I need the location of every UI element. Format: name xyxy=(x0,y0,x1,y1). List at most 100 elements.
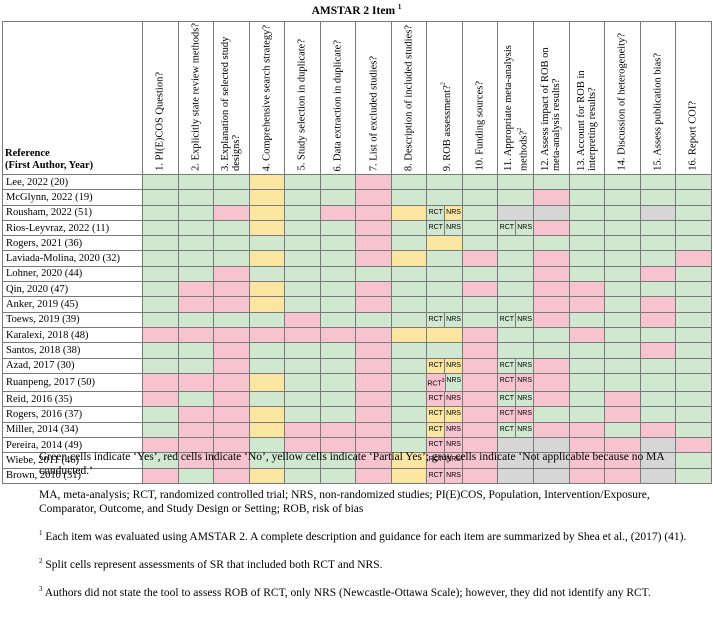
split-rating-rct: RCT xyxy=(498,422,516,438)
rating-cell xyxy=(675,437,712,454)
split-rating-label: RCT xyxy=(428,471,443,479)
rating-cell xyxy=(177,421,215,439)
rating-cell xyxy=(142,342,179,359)
table-row: Wiebe, 2011 (46) RCT NRS xyxy=(2,452,712,469)
split-rating-rct: RCT xyxy=(427,205,445,220)
column-header-label: 7. List of excluded studies? xyxy=(368,56,379,171)
table-body: Lee, 2022 (20) McGlynn, 2022 (19) Rousham,… xyxy=(2,173,712,484)
rating-cell xyxy=(142,173,179,191)
rating-cell xyxy=(177,357,215,374)
split-rating-cell: RCT NRS xyxy=(497,372,535,393)
footnote1-mark: 1 xyxy=(39,529,43,537)
split-rating: RCT NRS xyxy=(427,205,462,220)
split-rating-cell: RCT NRS xyxy=(426,452,463,469)
rating-cell xyxy=(213,189,250,206)
split-rating-rct: RCT xyxy=(427,407,445,422)
rating-cell xyxy=(461,204,499,221)
rating-cell xyxy=(142,296,179,313)
rating-cell xyxy=(284,391,321,408)
rating-cell xyxy=(604,265,641,283)
split-rating-cell: RCT NRS xyxy=(426,421,463,439)
rating-cell xyxy=(390,311,428,328)
rating-cell xyxy=(248,342,286,359)
rating-cell xyxy=(142,219,179,237)
split-rating-label: RCT xyxy=(428,315,443,323)
rating-cell xyxy=(568,406,606,423)
rating-cell xyxy=(604,296,641,313)
rating-cell xyxy=(461,265,499,283)
rating-cell xyxy=(639,421,677,439)
rating-cell xyxy=(213,357,250,374)
rating-cell xyxy=(248,406,286,423)
split-rating-cell: RCT NRS xyxy=(497,219,535,237)
column-header-text: 8. Description of included studies? xyxy=(403,24,415,171)
rating-cell xyxy=(639,326,677,344)
rating-cell xyxy=(390,265,428,283)
rating-cell xyxy=(390,235,428,252)
rating-cell xyxy=(461,326,499,344)
rating-cell xyxy=(533,173,570,191)
rating-cell xyxy=(213,235,250,252)
split-rating-label: RCT xyxy=(428,456,443,464)
rating-cell xyxy=(639,406,677,423)
rating-cell xyxy=(604,311,641,328)
rating-cell xyxy=(639,342,677,359)
rating-cell xyxy=(213,406,250,423)
rating-cell xyxy=(213,219,250,237)
split-rating-label: NRS xyxy=(446,361,461,369)
rating-cell xyxy=(142,357,179,374)
rating-cell xyxy=(639,281,677,298)
split-rating: RCT NRS xyxy=(427,422,462,438)
rating-cell xyxy=(248,173,286,191)
rating-cell xyxy=(248,250,286,267)
note-footnote2: 2 Split cells represent assessments of S… xyxy=(39,554,709,572)
reference-cell: McGlynn, 2022 (19) xyxy=(2,189,143,206)
reference-cell: Azad, 2017 (30) xyxy=(2,357,143,374)
rating-cell xyxy=(675,235,712,252)
rating-cell xyxy=(248,189,286,206)
rating-cell xyxy=(355,452,392,469)
rating-cell xyxy=(568,204,606,221)
rating-cell xyxy=(390,326,428,344)
rating-cell xyxy=(568,250,606,267)
rating-cell xyxy=(142,372,179,393)
column-header-item-14: 14. Discussion of heterogeneity? xyxy=(604,21,641,175)
rating-cell xyxy=(355,326,392,344)
rating-cell xyxy=(675,357,712,374)
rating-cell xyxy=(355,281,392,298)
rating-cell xyxy=(639,189,677,206)
reference-cell: Ruanpeng, 2017 (50) xyxy=(2,372,143,393)
rating-cell xyxy=(284,311,321,328)
rating-cell xyxy=(390,342,428,359)
rating-cell xyxy=(533,265,570,283)
split-rating-nrs: NRS xyxy=(444,438,462,453)
note-legend: Green cells indicate ‘Yes’, red cells in… xyxy=(39,451,665,477)
rating-cell xyxy=(355,406,392,423)
footnote3-text: Authors did not state the tool to assess… xyxy=(42,586,651,599)
split-rating-label: RCT xyxy=(499,361,515,369)
column-header-item-15: 15. Assess publication bias? xyxy=(639,21,677,175)
column-header-item-5: 5. Study selection in duplicate? xyxy=(284,21,321,175)
column-header-item-7: 7. List of excluded studies? xyxy=(355,21,392,175)
title-footnote-mark: 1 xyxy=(397,3,402,11)
rating-cell xyxy=(248,265,286,283)
table-row: Rios-Leyvraz, 2022 (11) RCT NRS RCT NRS xyxy=(2,219,712,237)
rating-cell xyxy=(639,311,677,328)
split-rating-label: NRS xyxy=(446,395,461,403)
rating-cell xyxy=(461,296,499,313)
rating-cell xyxy=(142,189,179,206)
rating-cell xyxy=(177,296,215,313)
split-rating-cell: RCT NRS xyxy=(426,406,463,423)
rating-cell xyxy=(604,250,641,267)
rating-cell xyxy=(319,342,357,359)
split-rating: RCT NRS xyxy=(427,453,462,468)
split-rating: RCT3 NRS xyxy=(427,373,462,392)
rating-cell xyxy=(497,437,535,454)
rating-cell xyxy=(355,421,392,439)
note-abbreviations: MA, meta-analysis; RCT, randomized contr… xyxy=(39,489,650,515)
reference-cell: Rousham, 2022 (51) xyxy=(2,204,143,221)
rating-cell xyxy=(461,281,499,298)
split-rating-nrs: NRS xyxy=(515,373,534,392)
rating-cell xyxy=(355,391,392,408)
rating-cell xyxy=(213,296,250,313)
